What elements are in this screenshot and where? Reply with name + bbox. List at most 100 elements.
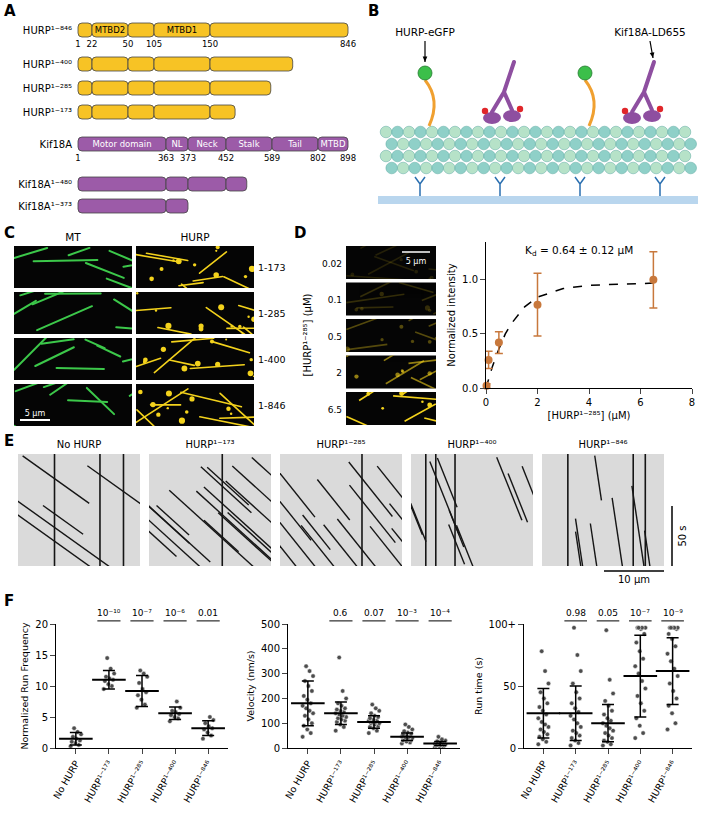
svg-text:HURP¹⁻⁴⁰⁰: HURP¹⁻⁴⁰⁰ (148, 758, 181, 804)
svg-text:HURP¹⁻¹⁷³: HURP¹⁻¹⁷³ (82, 758, 115, 804)
svg-text:5 μm: 5 μm (406, 257, 427, 266)
svg-text:Normalized Run Frequency: Normalized Run Frequency (19, 622, 30, 750)
svg-text:6: 6 (637, 397, 643, 408)
svg-text:0.02: 0.02 (322, 259, 342, 269)
svg-text:15: 15 (35, 650, 48, 661)
svg-text:MT: MT (65, 231, 81, 243)
svg-text:400: 400 (261, 643, 280, 654)
svg-text:150: 150 (202, 39, 218, 49)
svg-text:10⁻³: 10⁻³ (397, 608, 417, 618)
svg-text:No HURP: No HURP (51, 758, 82, 800)
svg-text:22: 22 (87, 39, 98, 49)
svg-text:Stalk: Stalk (238, 139, 259, 149)
svg-text:Kif18A: Kif18A (40, 139, 73, 150)
svg-text:HURP¹⁻²⁸⁵: HURP¹⁻²⁸⁵ (347, 758, 380, 804)
svg-text:1: 1 (75, 153, 80, 163)
svg-text:0: 0 (274, 743, 280, 754)
svg-text:5 μm: 5 μm (25, 409, 46, 418)
svg-text:MTBD: MTBD (321, 139, 346, 149)
svg-text:100+: 100+ (489, 619, 516, 630)
svg-text:0: 0 (483, 397, 489, 408)
svg-text:50: 50 (123, 39, 134, 49)
svg-text:Kif18A¹⁻³⁷³: Kif18A¹⁻³⁷³ (18, 201, 72, 212)
svg-text:10⁻¹⁰: 10⁻¹⁰ (97, 608, 121, 618)
svg-text:10⁻⁴: 10⁻⁴ (430, 608, 450, 618)
svg-text:Run time (s): Run time (s) (473, 657, 484, 715)
svg-text:MTBD2: MTBD2 (95, 25, 125, 35)
svg-text:0.5: 0.5 (328, 332, 342, 342)
svg-text:HURP¹⁻⁴⁰⁰: HURP¹⁻⁴⁰⁰ (613, 758, 646, 804)
svg-text:802: 802 (310, 153, 326, 163)
svg-text:1-846: 1-846 (258, 400, 286, 411)
svg-text:1.0: 1.0 (462, 274, 478, 285)
svg-text:HURP¹⁻⁸⁴⁶: HURP¹⁻⁸⁴⁶ (181, 758, 214, 804)
svg-text:100: 100 (261, 718, 280, 729)
svg-text:10 μm: 10 μm (618, 574, 650, 585)
svg-text:0.05: 0.05 (598, 608, 618, 618)
svg-text:50 s: 50 s (677, 525, 688, 546)
svg-text:HURP¹⁻²⁸⁵: HURP¹⁻²⁸⁵ (581, 758, 614, 804)
svg-text:1-173: 1-173 (258, 262, 286, 273)
svg-text:HURP¹⁻²⁸⁵: HURP¹⁻²⁸⁵ (115, 758, 148, 804)
svg-text:10⁻⁷: 10⁻⁷ (132, 608, 152, 618)
svg-text:E: E (4, 432, 14, 450)
svg-text:10⁻⁹: 10⁻⁹ (663, 608, 683, 618)
svg-text:50: 50 (503, 681, 516, 692)
svg-text:Velocity (nm/s): Velocity (nm/s) (245, 650, 256, 721)
svg-text:HURP¹⁻⁸⁴⁶: HURP¹⁻⁸⁴⁶ (23, 25, 72, 36)
svg-text:10⁻⁷: 10⁻⁷ (630, 608, 650, 618)
svg-text:HURP¹⁻⁴⁰⁰: HURP¹⁻⁴⁰⁰ (447, 439, 496, 450)
svg-text:898: 898 (340, 153, 356, 163)
svg-text:500: 500 (261, 619, 280, 630)
svg-text:0.01: 0.01 (198, 608, 218, 618)
svg-text:B: B (368, 2, 379, 20)
svg-text:1: 1 (75, 39, 80, 49)
svg-text:HURP¹⁻⁴⁰⁰: HURP¹⁻⁴⁰⁰ (23, 59, 72, 70)
svg-text:F: F (4, 592, 14, 610)
svg-text:589: 589 (264, 153, 280, 163)
svg-text:300: 300 (261, 668, 280, 679)
svg-text:200: 200 (261, 693, 280, 704)
svg-text:[HURP¹⁻²⁸⁵] (μM): [HURP¹⁻²⁸⁵] (μM) (548, 410, 631, 421)
svg-text:0.07: 0.07 (364, 608, 384, 618)
svg-text:1-285: 1-285 (258, 308, 286, 319)
svg-text:Neck: Neck (196, 139, 217, 149)
svg-text:2: 2 (336, 368, 342, 378)
svg-text:6.5: 6.5 (328, 405, 342, 415)
svg-text:HURP: HURP (180, 231, 209, 243)
svg-text:No HURP: No HURP (519, 758, 550, 800)
svg-text:K​d​ = 0.64 ± 0.12 μM: K​d​ = 0.64 ± 0.12 μM (525, 244, 633, 258)
svg-text:4: 4 (586, 397, 592, 408)
svg-text:0.6: 0.6 (333, 608, 348, 618)
svg-text:HURP¹⁻⁸⁴⁶: HURP¹⁻⁸⁴⁶ (578, 439, 627, 450)
svg-text:HURP¹⁻¹⁷³: HURP¹⁻¹⁷³ (549, 758, 582, 804)
svg-text:No HURP: No HURP (57, 439, 102, 450)
svg-text:HURP-eGFP: HURP-eGFP (395, 26, 455, 38)
svg-text:0: 0 (42, 743, 48, 754)
svg-text:452: 452 (218, 153, 234, 163)
svg-text:0.0: 0.0 (462, 383, 478, 394)
svg-text:846: 846 (340, 39, 356, 49)
svg-text:0.98: 0.98 (566, 608, 586, 618)
svg-text:D: D (294, 224, 306, 242)
svg-text:20: 20 (35, 619, 48, 630)
svg-text:8: 8 (689, 397, 695, 408)
svg-text:HURP¹⁻¹⁷³: HURP¹⁻¹⁷³ (23, 107, 72, 118)
svg-text:HURP¹⁻¹⁷³: HURP¹⁻¹⁷³ (314, 758, 347, 804)
svg-text:HURP¹⁻¹⁷³: HURP¹⁻¹⁷³ (185, 439, 234, 450)
svg-text:0.1: 0.1 (328, 295, 342, 305)
svg-text:1-400: 1-400 (258, 354, 286, 365)
svg-text:5: 5 (42, 712, 48, 723)
svg-text:No HURP: No HURP (283, 758, 314, 800)
svg-text:373: 373 (180, 153, 196, 163)
svg-text:HURP¹⁻⁴⁰⁰: HURP¹⁻⁴⁰⁰ (380, 758, 413, 804)
svg-text:2: 2 (534, 397, 540, 408)
svg-text:Normalized intensity: Normalized intensity (446, 263, 457, 366)
svg-text:Kif18A-LD655: Kif18A-LD655 (614, 26, 686, 38)
svg-text:Motor domain: Motor domain (92, 139, 151, 149)
svg-text:0.5: 0.5 (462, 328, 478, 339)
svg-text:HURP¹⁻⁸⁴⁶: HURP¹⁻⁸⁴⁶ (413, 758, 446, 804)
svg-text:10⁻⁶: 10⁻⁶ (165, 608, 185, 618)
svg-text:HURP¹⁻⁸⁴⁶: HURP¹⁻⁸⁴⁶ (646, 758, 679, 804)
svg-text:0: 0 (510, 743, 516, 754)
